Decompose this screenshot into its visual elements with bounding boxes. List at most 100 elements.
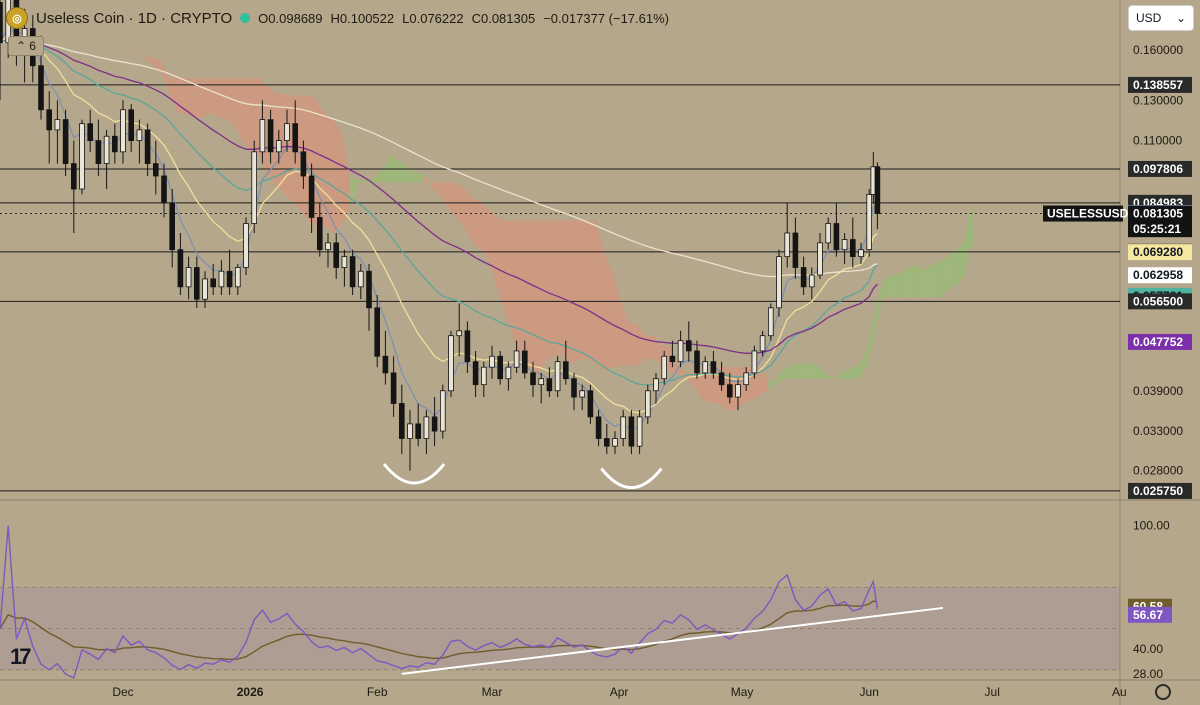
cloud-segment [153, 57, 162, 72]
candle-body [489, 355, 495, 368]
candle-body [743, 372, 749, 386]
time-axis-tick: Dec [112, 685, 133, 699]
cloud-segment [571, 220, 580, 365]
candle-body [833, 223, 840, 251]
candle-body [374, 307, 380, 357]
candle-body [366, 270, 372, 309]
candle-body [144, 129, 151, 164]
symbol-title[interactable]: Useless Coin · 1D · CRYPTO [36, 9, 233, 27]
price-label: 0.056500 [1133, 294, 1183, 308]
price-label-bg [1128, 267, 1192, 284]
candle-body [513, 350, 520, 368]
candle-body [661, 355, 667, 380]
cloud-segment [866, 313, 875, 368]
cloud-segment [637, 323, 646, 366]
cloud-segment [522, 220, 531, 369]
candle-body [579, 390, 585, 398]
time-axis-tick: Feb [367, 685, 388, 699]
cloud-segment [784, 364, 793, 379]
ema-white-line [0, 40, 878, 278]
candle-body [776, 256, 782, 309]
cloud-segment [817, 365, 826, 379]
candle-body [587, 390, 594, 418]
cloud-segment [604, 253, 613, 372]
price-label-bg [1128, 482, 1192, 499]
candle-body [71, 163, 77, 190]
candle-body [628, 416, 635, 447]
cloud-segment [538, 220, 547, 376]
rsi-trendline [401, 606, 944, 675]
time-axis-tick: Jun [860, 685, 879, 699]
cloud-segment [235, 78, 244, 144]
cloud-segment [915, 264, 925, 298]
cloud-segment [555, 220, 564, 357]
ohlc-high: H0.100522 [330, 10, 395, 26]
candle-body [292, 123, 298, 153]
candle-body [866, 194, 872, 251]
cloud-segment [587, 220, 597, 365]
cloud-segment [136, 42, 146, 60]
price-label-bg [1128, 293, 1192, 310]
candle-body [735, 384, 741, 398]
price-label: 0.097806 [1133, 162, 1183, 176]
candle-body [120, 109, 126, 153]
cloud-segment [801, 363, 810, 379]
candle-body [407, 423, 413, 439]
candle-body [177, 249, 184, 288]
cloud-segment [194, 78, 203, 118]
cloud-segment [940, 255, 949, 298]
candle-body [595, 416, 602, 439]
cloud-segment [505, 220, 515, 342]
cloud-segment [579, 220, 588, 359]
cloud-segment [612, 271, 621, 368]
price-label: 0.069280 [1133, 245, 1183, 259]
price-axis-tick: 0.039000 [1133, 384, 1183, 398]
price-labels: 0.1385570.0978060.0849830.0814810.081305… [1128, 76, 1192, 499]
ichimoku-cloud [95, 35, 974, 411]
candle-body [653, 378, 659, 392]
candle-body [686, 340, 692, 352]
candle-body [874, 166, 881, 214]
candle-body [234, 267, 241, 288]
candle-body [751, 350, 758, 374]
gear-icon[interactable] [1155, 684, 1171, 700]
cloud-segment [161, 61, 170, 96]
cloud-segment [251, 78, 260, 156]
candle-body [522, 350, 528, 374]
price-axis-tick: 0.028000 [1133, 464, 1183, 478]
rsi-axis-tick: 100.00 [1133, 519, 1170, 533]
candle-body [136, 129, 143, 141]
cloud-segment [473, 198, 482, 250]
indicators-toggle-button[interactable]: ⌃ 6 [8, 36, 44, 56]
indicator-count: 6 [29, 39, 36, 53]
cloud-segment [653, 335, 662, 365]
cloud-segment [423, 174, 433, 190]
ema-purple-line [0, 39, 878, 354]
cloud-segment [850, 364, 859, 379]
cloud-segment [620, 301, 629, 366]
currency-select[interactable]: USD ⌄ [1128, 5, 1194, 31]
candle-body [243, 223, 249, 268]
cloud-segment [924, 264, 933, 298]
tradingview-logo-icon[interactable]: 17 [10, 644, 32, 669]
cloud-segment [432, 182, 441, 196]
candle-body [546, 378, 553, 392]
cloud-segment [243, 78, 252, 151]
candle-body [161, 175, 167, 204]
candle-body [571, 378, 577, 398]
price-axis-tick: 0.033000 [1133, 424, 1183, 438]
price-label-bg [1128, 160, 1192, 177]
price-label: 0.062958 [1133, 268, 1183, 282]
candle-body [604, 438, 610, 447]
cloud-segment [366, 177, 375, 183]
cloud-segment [760, 367, 769, 394]
cloud-segment [341, 135, 351, 225]
candle-body [480, 366, 487, 386]
ohlc-open: O0.098689 [258, 10, 323, 26]
cloud-segment [399, 160, 408, 183]
time-axis-tick: May [731, 685, 754, 699]
symbol-label-bg [1043, 205, 1123, 222]
candle-body [267, 119, 274, 153]
